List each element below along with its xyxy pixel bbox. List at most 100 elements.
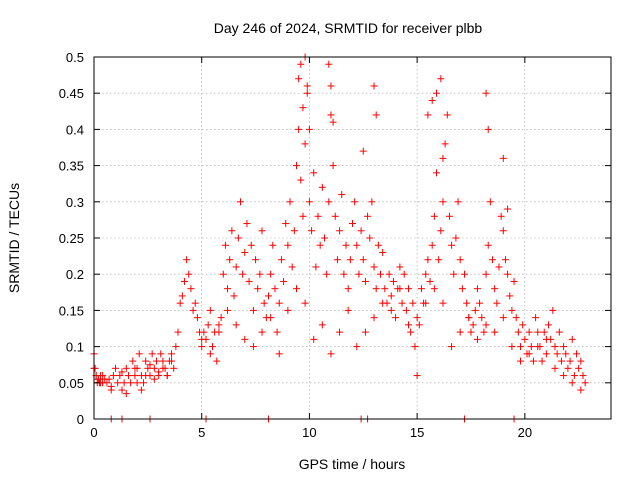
data-point bbox=[413, 314, 421, 322]
data-point bbox=[379, 299, 387, 307]
data-point bbox=[159, 357, 167, 365]
data-point bbox=[359, 147, 367, 155]
y-tick-label: 0.15 bbox=[59, 303, 84, 318]
data-point bbox=[573, 350, 581, 358]
data-point bbox=[277, 256, 285, 264]
data-point bbox=[122, 390, 130, 398]
data-point bbox=[456, 328, 464, 336]
data-point bbox=[577, 386, 585, 394]
data-point bbox=[557, 357, 565, 365]
y-tick-label: 0.5 bbox=[66, 50, 84, 65]
data-point bbox=[387, 306, 395, 314]
data-point bbox=[269, 241, 277, 249]
data-point bbox=[499, 314, 507, 322]
data-point bbox=[336, 227, 344, 235]
data-point bbox=[469, 321, 477, 329]
data-point bbox=[525, 350, 533, 358]
data-point bbox=[290, 227, 298, 235]
data-point bbox=[295, 125, 303, 133]
y-tick-label: 0 bbox=[77, 412, 84, 427]
data-point bbox=[435, 256, 443, 264]
data-point bbox=[131, 372, 139, 380]
data-point bbox=[230, 292, 238, 300]
data-point bbox=[275, 299, 283, 307]
data-point bbox=[581, 379, 589, 387]
y-axis-label: SRMTID / TECUs bbox=[6, 183, 22, 293]
data-point bbox=[461, 270, 469, 278]
data-point bbox=[234, 234, 242, 242]
data-point bbox=[458, 285, 466, 293]
data-point bbox=[109, 372, 117, 380]
data-point bbox=[299, 104, 307, 112]
data-point bbox=[517, 357, 525, 365]
data-point bbox=[545, 321, 553, 329]
data-point bbox=[142, 357, 150, 365]
data-point bbox=[208, 343, 216, 351]
data-point bbox=[452, 234, 460, 242]
data-point bbox=[501, 256, 509, 264]
x-tick-label: 10 bbox=[302, 425, 316, 440]
data-point bbox=[486, 198, 494, 206]
x-axis-label: GPS time / hours bbox=[299, 456, 406, 472]
data-point bbox=[422, 270, 430, 278]
data-point bbox=[152, 357, 160, 365]
data-point bbox=[484, 125, 492, 133]
data-point bbox=[413, 372, 421, 380]
y-tick-label: 0.25 bbox=[59, 231, 84, 246]
data-point bbox=[243, 220, 251, 228]
data-point bbox=[189, 306, 197, 314]
data-point bbox=[331, 212, 339, 220]
chart-title: Day 246 of 2024, SRMTID for receiver plb… bbox=[214, 20, 483, 36]
data-point bbox=[176, 299, 184, 307]
data-point bbox=[308, 227, 316, 235]
data-point bbox=[445, 212, 453, 220]
data-point bbox=[504, 205, 512, 213]
data-point bbox=[320, 234, 328, 242]
data-point bbox=[305, 198, 313, 206]
data-point bbox=[389, 277, 397, 285]
data-point bbox=[241, 248, 249, 256]
y-tick-label: 0.2 bbox=[66, 267, 84, 282]
data-point bbox=[249, 306, 257, 314]
data-point bbox=[398, 299, 406, 307]
data-point bbox=[118, 386, 126, 394]
data-point bbox=[258, 328, 266, 336]
data-point bbox=[292, 285, 300, 293]
data-point bbox=[422, 299, 430, 307]
data-point bbox=[99, 372, 107, 380]
data-points bbox=[90, 53, 589, 423]
data-point bbox=[170, 364, 178, 372]
data-point bbox=[241, 335, 249, 343]
data-point bbox=[275, 350, 283, 358]
x-tick-label: 15 bbox=[410, 425, 424, 440]
x-tick-label: 0 bbox=[90, 425, 97, 440]
data-point bbox=[288, 263, 296, 271]
data-point bbox=[575, 364, 583, 372]
data-point bbox=[232, 321, 240, 329]
data-point bbox=[364, 212, 372, 220]
data-point bbox=[228, 227, 236, 235]
data-point bbox=[346, 256, 354, 264]
data-point bbox=[566, 357, 574, 365]
data-point bbox=[112, 364, 120, 372]
data-point bbox=[409, 299, 417, 307]
data-point bbox=[353, 241, 361, 249]
data-point bbox=[224, 306, 232, 314]
data-point bbox=[379, 248, 387, 256]
data-point bbox=[105, 375, 113, 383]
data-point bbox=[471, 306, 479, 314]
data-point bbox=[116, 372, 124, 380]
data-point bbox=[221, 241, 229, 249]
data-point bbox=[159, 364, 167, 372]
data-point bbox=[463, 299, 471, 307]
data-point bbox=[150, 375, 158, 383]
data-point bbox=[198, 335, 206, 343]
data-point bbox=[519, 321, 527, 329]
data-point bbox=[456, 256, 464, 264]
data-point bbox=[392, 314, 400, 322]
data-point bbox=[133, 379, 141, 387]
data-point bbox=[370, 82, 378, 90]
data-point bbox=[560, 343, 568, 351]
data-point bbox=[310, 335, 318, 343]
